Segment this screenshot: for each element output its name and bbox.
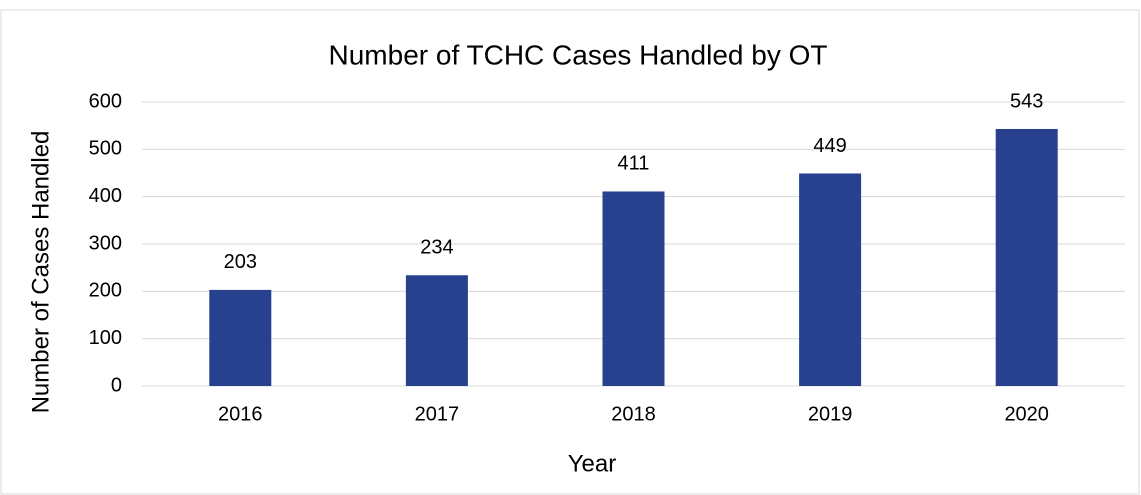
x-tick-label: 2020 (1004, 403, 1049, 425)
y-axis-label: Number of Cases Handled (27, 131, 54, 414)
x-axis-label: Year (568, 450, 617, 477)
data-label: 449 (813, 135, 846, 157)
data-label: 543 (1010, 90, 1043, 112)
data-label: 203 (224, 251, 257, 273)
y-tick-label: 100 (89, 327, 122, 349)
bar (209, 289, 272, 386)
y-tick-label: 400 (89, 185, 122, 207)
bar (602, 191, 665, 386)
chart-title: Number of TCHC Cases Handled by OT (329, 39, 828, 70)
y-tick-label: 0 (111, 374, 122, 396)
y-tick-label: 600 (89, 90, 122, 112)
bar (405, 275, 468, 386)
data-label: 411 (618, 153, 650, 175)
y-tick-label: 500 (89, 138, 122, 160)
y-tick-label: 300 (89, 232, 122, 254)
bar (995, 128, 1058, 387)
chart-border (0, 9, 1140, 495)
bar (799, 173, 862, 386)
y-tick-label: 200 (89, 280, 122, 302)
x-tick-label: 2017 (415, 403, 460, 425)
x-tick-label: 2019 (808, 403, 853, 425)
x-tick-label: 2018 (611, 403, 656, 425)
data-label: 234 (420, 237, 453, 259)
x-tick-label: 2016 (218, 403, 263, 425)
